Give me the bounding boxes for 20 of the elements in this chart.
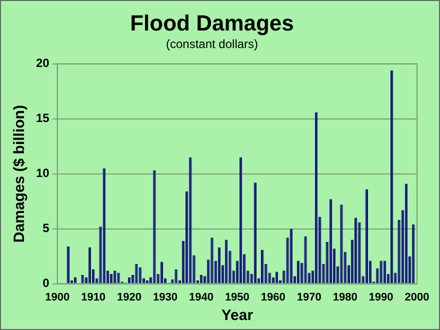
y-tick-label: 15 (36, 111, 50, 126)
chart-subtitle: (constant dollars) (166, 36, 258, 51)
x-tick-label: 1940 (188, 291, 214, 304)
y-tick-label: 0 (42, 276, 50, 290)
chart-title: Flood Damages (130, 10, 294, 36)
x-tick-label: 1900 (45, 291, 70, 304)
x-tick-label: 1990 (368, 291, 394, 304)
x-tick-label: 2000 (404, 291, 430, 304)
y-axis-title: Damages ($ billion) (11, 105, 28, 243)
x-tick-label: 1980 (332, 291, 358, 304)
x-tick-label: 1910 (81, 291, 106, 304)
y-tick-label: 5 (42, 221, 50, 236)
y-tick-label: 10 (36, 166, 50, 180)
x-tick-label: 1920 (117, 291, 142, 304)
x-tick-label: 1960 (260, 291, 286, 304)
x-tick-label: 1970 (296, 291, 322, 304)
x-tick-label: 1950 (224, 291, 250, 304)
y-tick-label: 20 (36, 56, 50, 70)
x-tick-label: 1930 (153, 291, 178, 304)
x-axis-title: Year (221, 307, 254, 324)
